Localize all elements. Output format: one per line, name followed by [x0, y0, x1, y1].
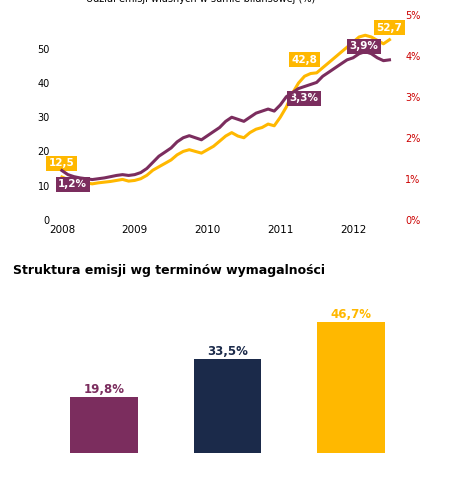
Text: 33,5%: 33,5%	[207, 344, 248, 358]
Text: 42,8: 42,8	[291, 55, 317, 65]
Text: 46,7%: 46,7%	[330, 308, 371, 321]
Text: 1,2%: 1,2%	[58, 179, 87, 189]
Text: 3,3%: 3,3%	[290, 93, 319, 103]
Bar	[71, 398, 138, 453]
Bar	[317, 322, 384, 453]
Text: 3,9%: 3,9%	[349, 41, 379, 51]
Text: Struktura emisji wg terminów wymagalności: Struktura emisji wg terminów wymagalnośc…	[13, 264, 325, 277]
Legend: Wartość emisji własnych (mld zł), Udział emisji własnych w sumie bilansowej (%): Wartość emisji własnych (mld zł), Udział…	[60, 0, 319, 8]
Text: 19,8%: 19,8%	[84, 383, 125, 396]
Text: 52,7: 52,7	[377, 23, 402, 33]
Bar	[193, 359, 262, 453]
Text: 12,5: 12,5	[49, 158, 75, 168]
